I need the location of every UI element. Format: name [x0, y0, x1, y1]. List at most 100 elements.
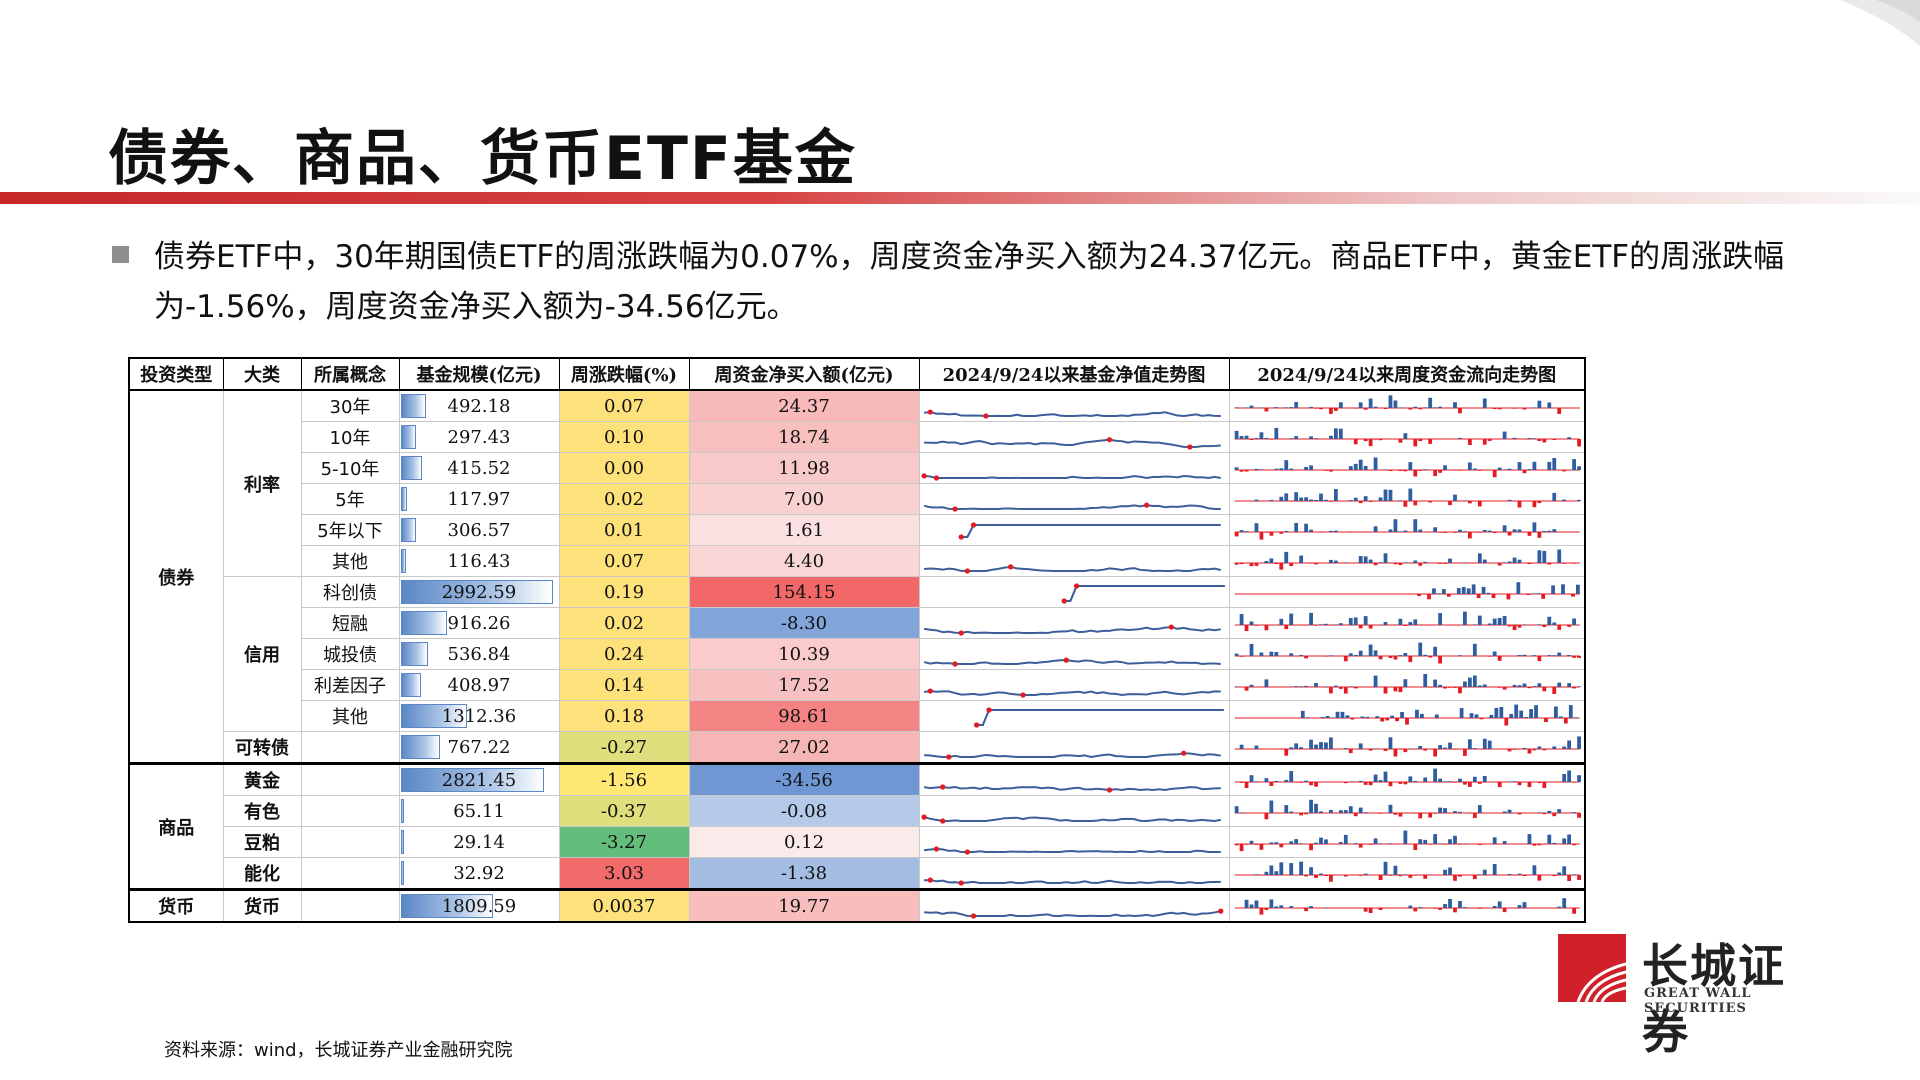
flow-bar	[1417, 470, 1422, 471]
flow-bar	[1412, 439, 1417, 447]
flow-bar	[1239, 782, 1243, 783]
flow-bar	[1456, 588, 1461, 594]
nav-trend-line	[923, 626, 1221, 635]
flow-bar	[1348, 466, 1353, 470]
flow-bar	[1532, 686, 1536, 687]
nav-low-marker	[958, 880, 964, 886]
flow-bar	[1536, 875, 1541, 881]
flow-bar	[1234, 563, 1239, 565]
logo-text-cn: 长城证券	[1642, 939, 1786, 1059]
flow-bar	[1437, 613, 1442, 625]
header-weekly-flow: 周资金净买入额(亿元)	[688, 357, 920, 391]
flow-bar	[1249, 684, 1253, 687]
intro-paragraph: 债券ETF中，30年期国债ETF的周涨跌幅为0.07%，周度资金净买入额为24.…	[154, 239, 1785, 325]
flow-bar	[1318, 742, 1323, 749]
flow-bar	[1353, 463, 1358, 470]
flow-bar	[1273, 842, 1278, 844]
flow-bar	[1244, 470, 1248, 472]
scale-bar	[400, 518, 417, 542]
flow-bar	[1467, 813, 1472, 814]
flow-bar	[1497, 563, 1502, 566]
flow-bar	[1333, 408, 1338, 411]
flow-bar	[1259, 652, 1263, 656]
concept-cell: 利差因子	[300, 669, 400, 701]
flow-bar	[1476, 594, 1481, 599]
flow-bar	[1561, 563, 1566, 564]
scale-bar	[400, 642, 428, 666]
flow-bar	[1536, 400, 1541, 408]
flow-bar	[1471, 584, 1476, 594]
change-cell: 0.0037	[558, 888, 690, 923]
flow-bar	[1452, 532, 1457, 533]
flow-bar	[1457, 901, 1462, 908]
flow-bar	[1268, 651, 1273, 656]
flow-bar	[1338, 470, 1343, 471]
flow-bar	[1497, 687, 1502, 688]
flow-bar	[1417, 563, 1422, 566]
flow-bar	[1348, 500, 1353, 501]
flow-bar	[1264, 408, 1268, 412]
flow-bar	[1278, 532, 1283, 534]
flow-bar	[1536, 532, 1541, 538]
flow-bar	[1268, 532, 1273, 536]
flow-bar	[1254, 499, 1258, 501]
flow-bar	[1358, 743, 1363, 749]
flow-bar	[1566, 875, 1571, 881]
flow-bar	[1551, 458, 1556, 470]
scale-bar	[400, 735, 440, 759]
flow-bar	[1432, 768, 1437, 782]
flow-bar	[1368, 749, 1373, 751]
flow-bar	[1432, 527, 1437, 532]
change-cell: 0.00	[558, 452, 690, 484]
flow-bar	[1303, 497, 1308, 501]
flow-bar	[1541, 749, 1546, 751]
flow-bar	[1507, 499, 1511, 501]
flow-bar	[1254, 844, 1258, 845]
flow-bar	[1398, 782, 1402, 784]
scale-bar	[400, 861, 404, 885]
flow-bar	[1536, 746, 1541, 749]
flow-bar	[1407, 656, 1412, 663]
flow-bar	[1447, 501, 1452, 506]
flow-bar	[1437, 745, 1442, 749]
nav-high-marker	[1073, 583, 1079, 589]
flow-bar	[1472, 675, 1477, 687]
flow-bar	[1457, 408, 1462, 414]
flow-bar	[1308, 612, 1313, 625]
flow-bar	[1556, 408, 1561, 414]
flow-bar	[1268, 558, 1273, 563]
flow-bar	[1259, 875, 1263, 876]
flow-bar	[1417, 439, 1422, 442]
flow-bar	[1318, 408, 1323, 410]
flow-bar	[1234, 430, 1239, 439]
flow-bar	[1264, 871, 1268, 875]
change-cell: -0.37	[558, 795, 690, 827]
flow-bar	[1492, 864, 1497, 875]
flow-bar	[1288, 841, 1293, 844]
flow-bar	[1244, 782, 1248, 788]
flow-bar	[1467, 439, 1472, 445]
flow-bar	[1303, 875, 1308, 877]
flow-bar	[1402, 501, 1407, 507]
flow-bar	[1383, 469, 1387, 470]
flow-bar	[1427, 844, 1432, 845]
flow-bar	[1541, 550, 1546, 563]
flow-bar	[1388, 395, 1392, 408]
flow-cell: 154.15	[688, 576, 920, 608]
table-row: 有色 65.11 -0.37 -0.08	[129, 795, 1586, 827]
flow-bar	[1363, 616, 1368, 625]
scale-cell: 415.52	[398, 452, 560, 484]
flow-bar	[1417, 813, 1422, 819]
flow-bar	[1561, 470, 1566, 472]
flow-bar	[1383, 687, 1387, 694]
flow-bar	[1353, 439, 1358, 445]
flow-bar	[1556, 682, 1561, 687]
flow-bar	[1532, 461, 1536, 470]
flow-bar	[1442, 869, 1447, 875]
flow-bar	[1259, 532, 1263, 540]
page-title: 债券、商品、货币ETF基金	[108, 124, 857, 194]
flow-bar	[1244, 435, 1248, 439]
flow-bar	[1543, 718, 1548, 723]
flow-bar	[1273, 468, 1278, 470]
flow-bar	[1273, 652, 1278, 656]
